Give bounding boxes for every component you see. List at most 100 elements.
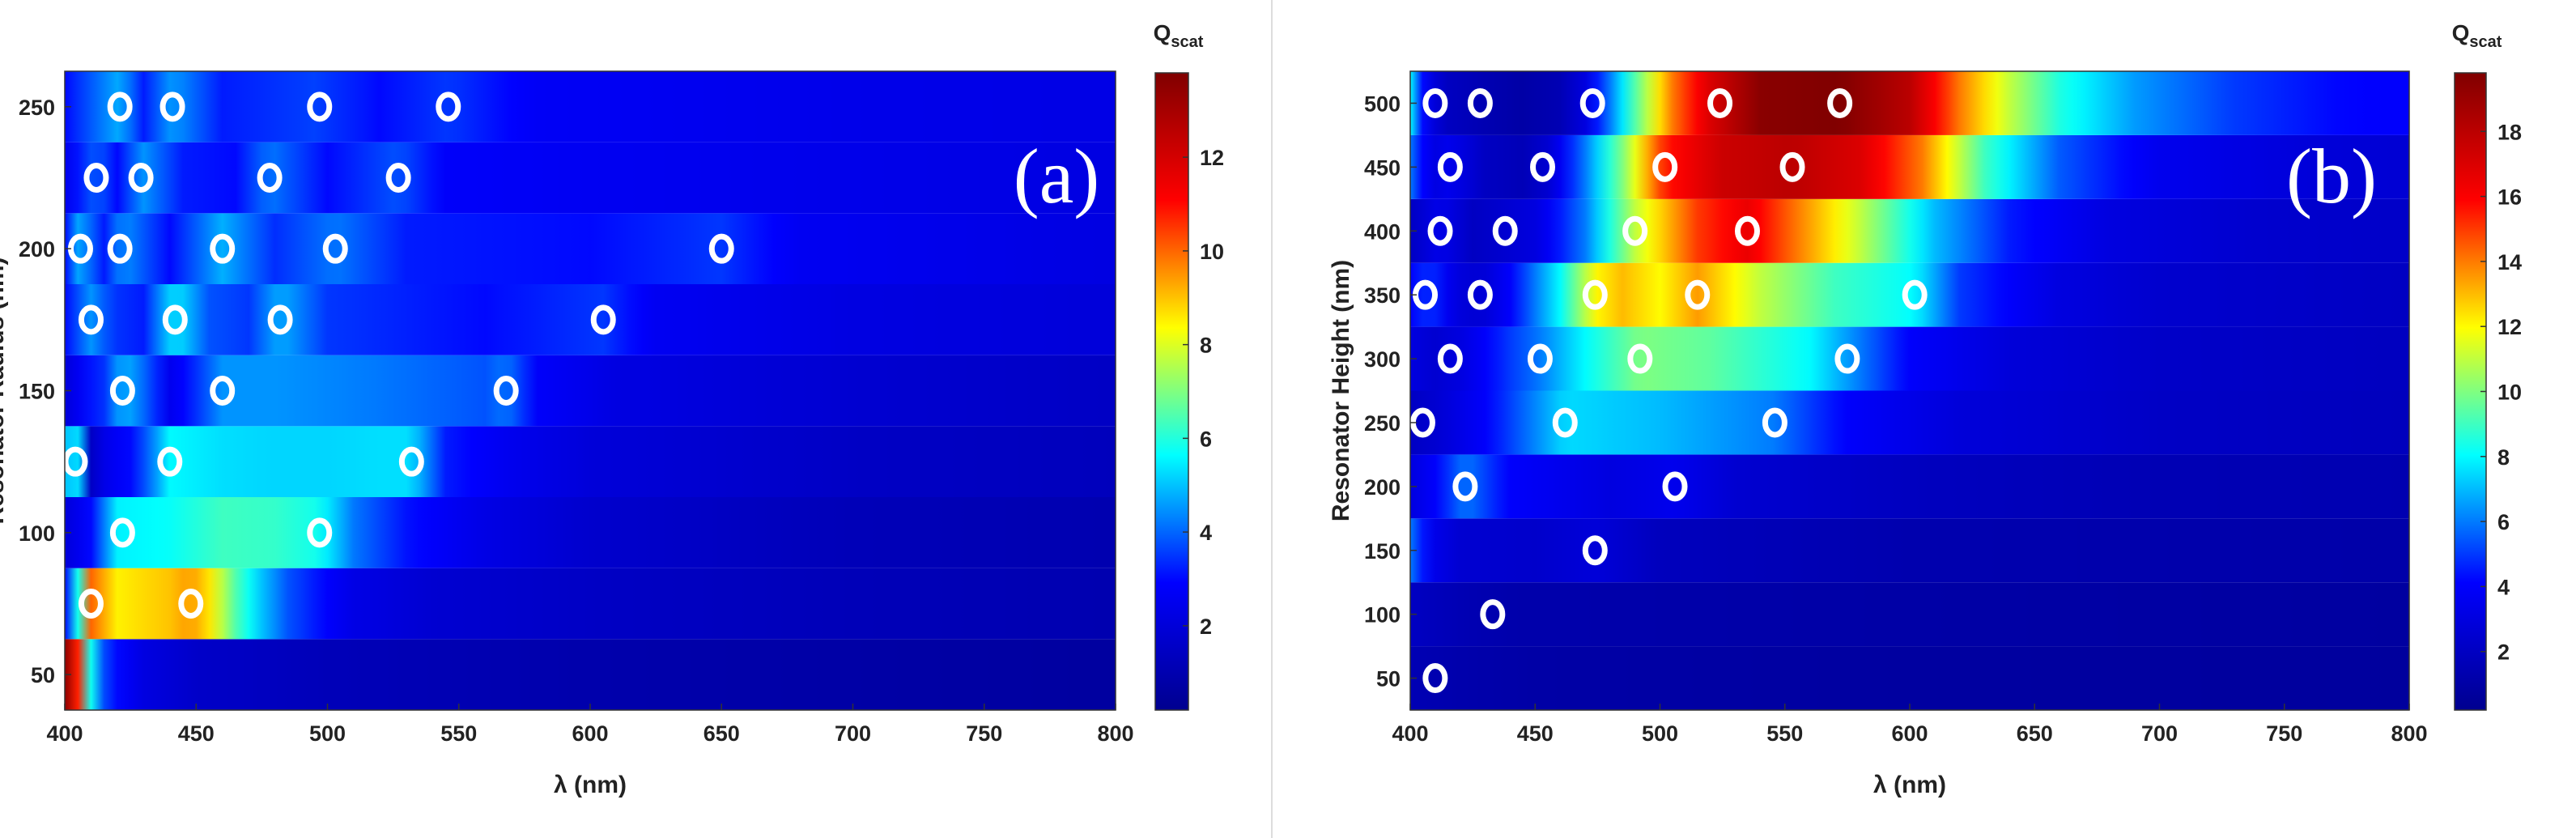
resonance-marker — [1552, 407, 1578, 438]
colorbar-title-sub-a: scat — [1171, 33, 1203, 51]
heatmap-row-300 — [1410, 326, 2409, 391]
resonance-marker — [210, 376, 236, 406]
resonance-marker — [1530, 151, 1556, 182]
resonance-markers-a — [62, 91, 734, 619]
heatmap-row-200 — [65, 213, 1116, 284]
heatmap-row-200 — [1410, 454, 2409, 519]
resonance-marker — [78, 589, 104, 619]
resonance-marker — [210, 233, 236, 264]
resonance-marker — [385, 163, 411, 193]
resonance-marker — [1437, 151, 1463, 182]
colorbar-ticks-a: 2 4 6 8 10 12 — [1183, 146, 1224, 639]
resonance-marker — [436, 91, 461, 122]
y-tick-label: 400 — [1364, 219, 1401, 244]
panel-label-a: (a) — [1014, 133, 1100, 219]
resonance-marker — [1452, 471, 1478, 502]
y-tick-label: 100 — [1364, 603, 1401, 627]
y-tick-label: 200 — [1364, 475, 1401, 500]
colorbar-title-b: Qscat — [2452, 20, 2502, 51]
resonance-marker — [128, 163, 154, 193]
heatmap-row-250 — [1410, 390, 2409, 455]
heatmap-row-350 — [1410, 262, 2409, 327]
colorbar-tick-label: 14 — [2497, 250, 2522, 274]
resonance-marker — [162, 304, 188, 335]
x-tick-label: 550 — [1766, 721, 1803, 746]
heatmap-row-150 — [1410, 518, 2409, 583]
resonance-marker — [307, 91, 333, 122]
x-tick-label: 450 — [1517, 721, 1554, 746]
heatmap-row-225 — [65, 142, 1116, 214]
heatmap-row-50 — [1410, 646, 2409, 710]
resonance-marker — [1467, 279, 1493, 310]
resonance-marker — [1902, 279, 1928, 310]
resonance-marker — [1422, 663, 1448, 694]
resonance-marker — [1427, 215, 1453, 246]
colorbar-tick-label: 2 — [1200, 615, 1212, 639]
x-tick-label: 750 — [2266, 721, 2302, 746]
resonance-marker — [708, 233, 734, 264]
y-ticks-a: 50 100 150 200 250 — [19, 96, 71, 687]
y-axis-label-a: Resonator Radius (nm) — [0, 257, 9, 524]
colorbar-title-main-b: Q — [2452, 20, 2470, 45]
resonance-marker — [1834, 343, 1860, 374]
heatmap-row-50 — [65, 639, 1116, 710]
x-tick-label: 650 — [2017, 721, 2053, 746]
y-tick-label: 200 — [19, 237, 55, 262]
colorbar-ticks-b: 2 4 6 8 10 12 14 16 18 — [2480, 120, 2522, 665]
resonance-marker — [1707, 87, 1733, 118]
resonance-marker — [1582, 535, 1608, 566]
y-tick-label: 100 — [19, 521, 55, 546]
heatmap-row-100 — [65, 497, 1116, 568]
resonance-marker — [1685, 279, 1711, 310]
resonance-markers-b — [1409, 87, 1928, 694]
resonance-marker — [1622, 215, 1648, 246]
x-tick-label: 700 — [835, 721, 871, 746]
heatmap-row-450 — [1410, 134, 2409, 199]
resonance-marker — [157, 446, 183, 477]
colorbar-tick-label: 10 — [1200, 240, 1224, 264]
resonance-marker — [78, 304, 104, 335]
panel-b: 400 450 500 550 600 650 700 750 800 50 100 150 200 2… — [1328, 20, 2522, 798]
y-tick-label: 150 — [1364, 539, 1401, 564]
heatmap-row-75 — [65, 568, 1116, 640]
colorbar-title-sub-b: scat — [2469, 33, 2502, 51]
x-tick-label: 400 — [46, 721, 83, 746]
colorbar-tick-label: 2 — [2497, 640, 2510, 665]
resonance-marker — [1527, 343, 1553, 374]
colorbar-tick-label: 4 — [2497, 575, 2510, 599]
colorbar-title-main-a: Q — [1154, 20, 1171, 45]
panel-label-b: (b) — [2286, 133, 2377, 219]
resonance-marker — [322, 233, 348, 264]
resonance-marker — [1492, 215, 1518, 246]
resonance-marker — [1467, 87, 1493, 118]
y-tick-label: 250 — [1364, 411, 1401, 436]
resonance-marker — [107, 233, 133, 264]
x-tick-label: 650 — [704, 721, 740, 746]
heatmap-row-250 — [65, 71, 1116, 143]
colorbar-tick-label: 8 — [1200, 334, 1212, 358]
resonance-marker — [1627, 343, 1653, 374]
resonance-marker — [590, 304, 616, 335]
x-axis-label-a: λ (nm) — [554, 772, 627, 798]
heatmap-row-100 — [1410, 582, 2409, 647]
x-tick-label: 700 — [2141, 721, 2178, 746]
resonance-marker — [267, 304, 293, 335]
colorbar-a: 2 4 6 8 10 12 Qscat — [1154, 20, 1224, 711]
y-axis-label-b: Resonator Height (nm) — [1328, 260, 1354, 521]
colorbar-tick-label: 6 — [2497, 510, 2510, 534]
y-tick-label: 150 — [19, 380, 55, 404]
x-tick-label: 550 — [440, 721, 477, 746]
resonance-marker — [159, 91, 185, 122]
resonance-marker — [257, 163, 283, 193]
resonance-marker — [1579, 87, 1605, 118]
x-tick-label: 400 — [1392, 721, 1428, 746]
y-tick-label: 450 — [1364, 155, 1401, 180]
colorbar-tick-label: 18 — [2497, 120, 2522, 144]
x-tick-label: 600 — [1891, 721, 1928, 746]
resonance-marker — [107, 91, 133, 122]
resonance-marker — [1582, 279, 1608, 310]
y-tick-label: 50 — [31, 663, 55, 687]
colorbar-tick-label: 8 — [2497, 445, 2510, 470]
x-ticks-b: 400 450 500 550 600 650 700 750 800 — [1392, 704, 2428, 746]
